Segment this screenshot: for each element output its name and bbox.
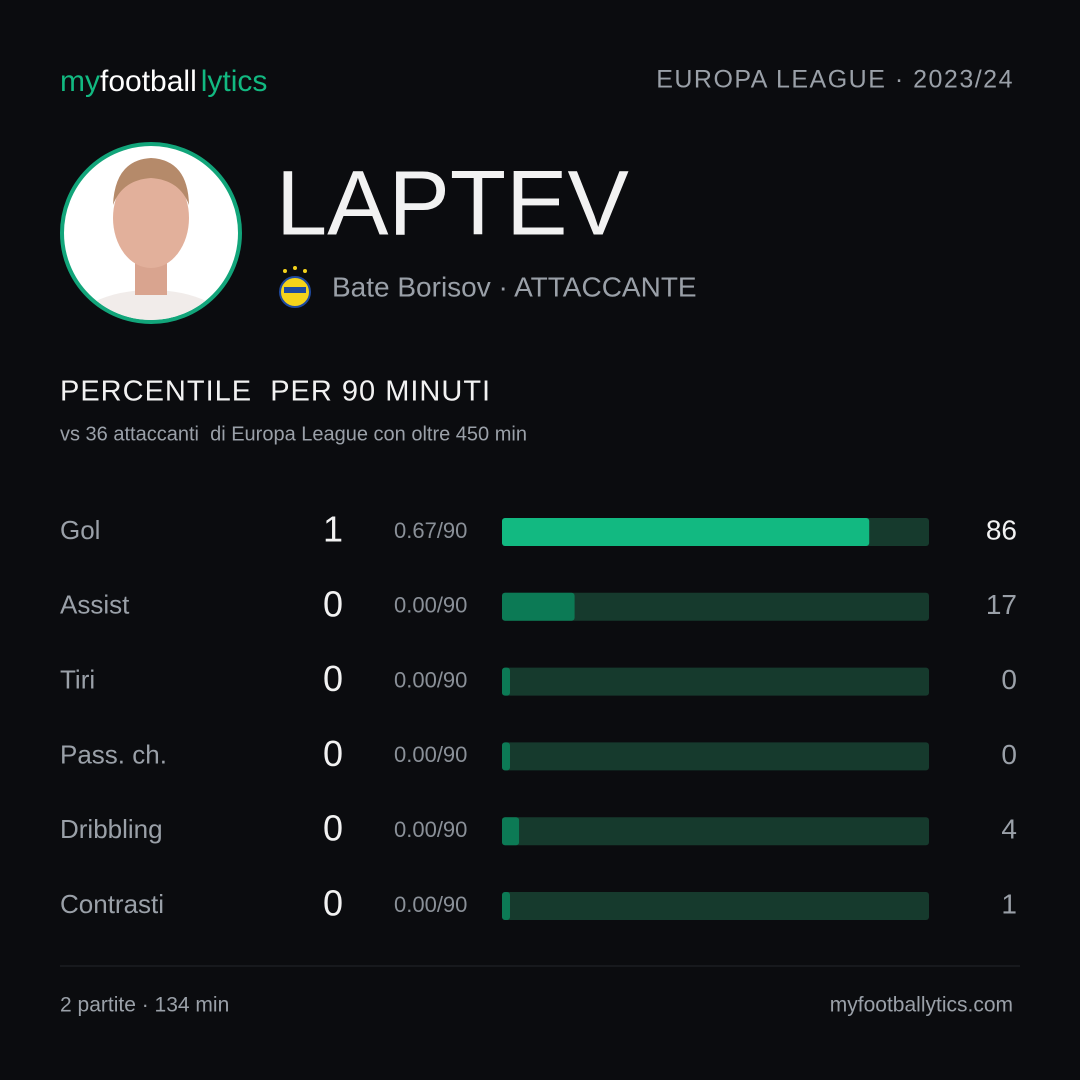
percentile-label: 86 [986, 514, 1017, 545]
bar [502, 592, 575, 621]
per90: 0.67/90 [394, 518, 467, 543]
per90: 0.00/90 [394, 667, 467, 692]
bar [502, 667, 510, 696]
bar-track [502, 892, 929, 920]
percentile-label: 17 [986, 589, 1017, 620]
bar [502, 817, 520, 846]
bar [502, 892, 510, 920]
bar-track [502, 742, 929, 771]
stat-total: 0 [323, 658, 343, 699]
competition: EUROPA LEAGUE · 2023/24 [656, 66, 1014, 94]
player-name: LAPTEV [276, 152, 629, 254]
stat-label: Gol [60, 515, 100, 545]
brand-lytics: lytics [201, 65, 268, 98]
bar [502, 742, 510, 771]
percentile-label: 0 [1001, 664, 1017, 695]
percentile-label: 0 [1001, 739, 1017, 770]
stat-total: 0 [323, 808, 343, 849]
stat-total: 0 [323, 583, 343, 624]
footer-site: myfootballytics.com [830, 994, 1013, 1017]
bar-track [502, 592, 929, 621]
club-position: Bate Borisov · ATTACCANTE [332, 271, 697, 302]
stat-total: 0 [323, 883, 343, 924]
percentile-label: 1 [1001, 888, 1017, 919]
bar [502, 518, 870, 546]
stat-label: Dribbling [60, 814, 163, 844]
brand-football: football [100, 65, 197, 98]
bar-track [502, 817, 929, 846]
stat-label: Tiri [60, 664, 95, 694]
per90: 0.00/90 [394, 892, 467, 917]
footer-summary: 2 partite · 134 min [60, 994, 229, 1017]
brand-my: my [60, 65, 100, 98]
per90: 0.00/90 [394, 817, 467, 842]
bar-track [502, 667, 929, 696]
stat-label: Pass. ch. [60, 739, 167, 769]
section-subtitle: vs 36 attaccanti di Europa League con ol… [60, 423, 527, 445]
stat-label: Contrasti [60, 889, 164, 919]
per90: 0.00/90 [394, 593, 467, 618]
per90: 0.00/90 [394, 742, 467, 767]
section-title: PERCENTILE PER 90 MINUTI [60, 376, 491, 408]
stat-total: 1 [323, 509, 343, 550]
player-photo [60, 142, 242, 324]
stat-label: Assist [60, 590, 130, 620]
percentile-label: 4 [1001, 814, 1017, 845]
brand: myfootball lytics [60, 65, 267, 98]
stat-total: 0 [323, 733, 343, 774]
club-logo [279, 266, 311, 308]
